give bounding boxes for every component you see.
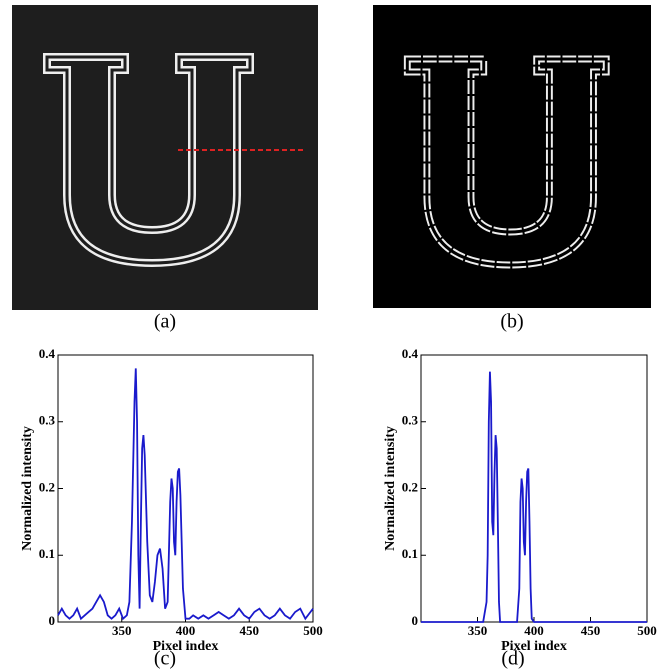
y-tick-label: 0 — [412, 613, 419, 628]
y-tick-label: 0.1 — [39, 546, 55, 561]
data-line — [421, 371, 647, 623]
x-axis-label: Pixel index — [501, 639, 567, 654]
y-axis-label: Normalized intensity — [20, 426, 35, 551]
x-tick-label: 450 — [240, 623, 260, 638]
panel-label: (a) — [154, 311, 176, 333]
image-a — [12, 5, 318, 310]
axes-box — [57, 354, 314, 623]
data-line — [57, 368, 314, 621]
x-tick-label: 400 — [176, 623, 196, 638]
x-tick-label: 450 — [581, 623, 601, 638]
axes-box — [420, 354, 648, 623]
x-tick-label: 500 — [303, 623, 323, 638]
y-tick-label: 0.4 — [402, 346, 419, 361]
y-axis-label: Normalized intensity — [383, 426, 398, 551]
panel-label: (c) — [154, 648, 176, 670]
y-tick-label: 0.4 — [39, 346, 56, 361]
y-tick-label: 0.2 — [402, 479, 418, 494]
y-tick-label: 0 — [49, 613, 56, 628]
x-tick-label: 350 — [112, 623, 132, 638]
y-tick-label: 0.3 — [39, 413, 56, 428]
image-b — [373, 5, 651, 308]
y-tick-label: 0.3 — [402, 413, 419, 428]
y-tick-label: 0.1 — [402, 546, 418, 561]
x-axis-label: Pixel index — [153, 639, 219, 654]
y-tick-label: 0.2 — [39, 479, 55, 494]
x-tick-label: 350 — [468, 623, 488, 638]
x-tick-label: 500 — [637, 623, 657, 638]
x-tick-label: 400 — [524, 623, 544, 638]
panel-label: (d) — [501, 648, 524, 670]
panel-label: (b) — [500, 311, 523, 333]
